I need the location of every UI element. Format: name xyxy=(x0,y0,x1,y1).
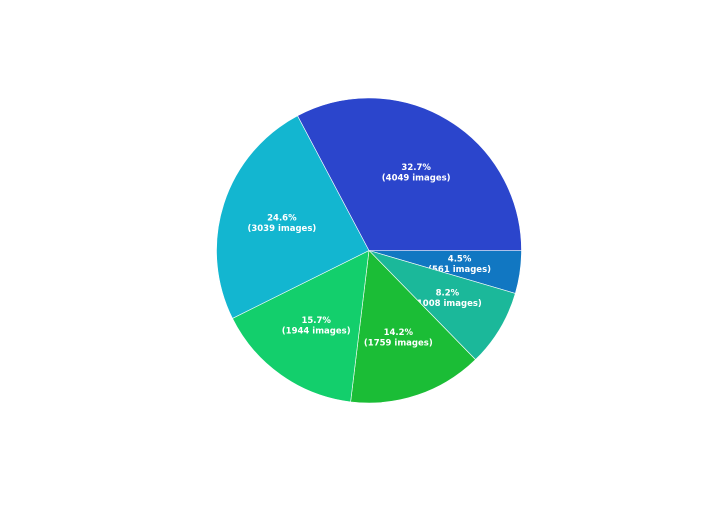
slice-percent-label: 14.2% xyxy=(384,328,414,338)
slice-percent-label: 4.5% xyxy=(448,255,472,265)
slice-count-label: (1759 images) xyxy=(364,339,433,349)
pie-slice[interactable] xyxy=(232,249,370,403)
slice-count-label: (561 images) xyxy=(428,265,491,275)
slice-percent-label: 24.6% xyxy=(267,214,297,224)
slice-percent-label: 8.2% xyxy=(436,289,460,299)
slice-percent-label: 32.7% xyxy=(401,163,431,173)
slice-count-label: (1944 images) xyxy=(282,327,351,337)
pie-slice[interactable] xyxy=(350,249,476,404)
slice-count-label: (3039 images) xyxy=(247,224,316,234)
pie-slice[interactable] xyxy=(216,115,370,319)
slice-count-label: (1008 images) xyxy=(413,299,482,309)
pie-slice[interactable] xyxy=(297,97,522,251)
slice-count-label: (4049 images) xyxy=(382,174,451,184)
slice-percent-label: 15.7% xyxy=(301,316,331,326)
